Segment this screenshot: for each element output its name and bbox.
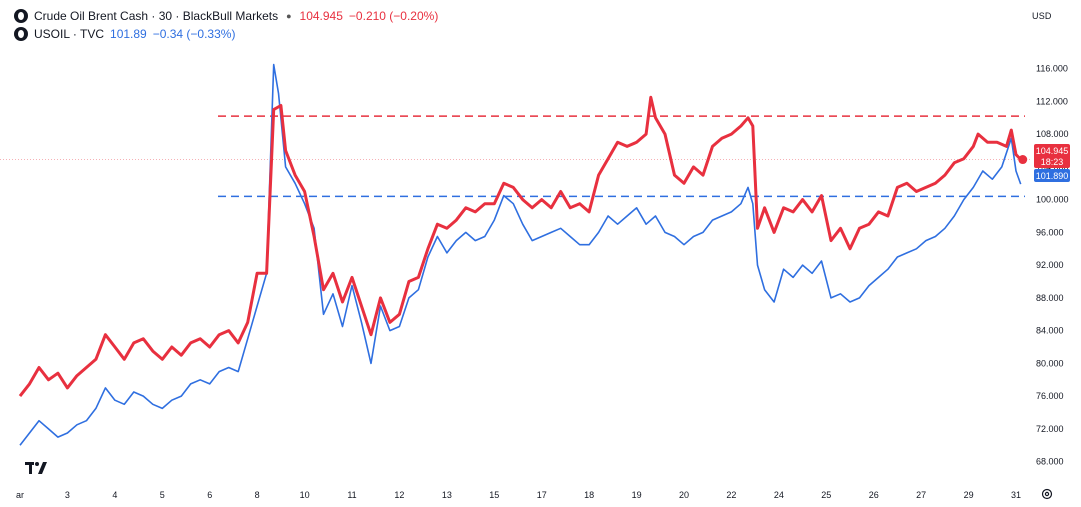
x-tick-label: 13: [442, 490, 452, 500]
series-layer: [18, 63, 1028, 446]
x-tick-label: 3: [65, 490, 70, 500]
x-tick-label: ar: [16, 490, 24, 500]
y-tick-label: 108.000: [1036, 129, 1069, 139]
settings-gear-icon[interactable]: [1041, 488, 1053, 500]
y-tick-label: 100.000: [1036, 195, 1069, 205]
brent-price-line: [18, 95, 1022, 398]
x-tick-label: 25: [821, 490, 831, 500]
brent-countdown-label: 18:23: [1041, 157, 1064, 167]
tradingview-logo-icon[interactable]: [25, 462, 47, 474]
y-tick-label: 72.000: [1036, 424, 1064, 434]
y-tick-label: 76.000: [1036, 391, 1064, 401]
x-tick-label: 29: [964, 490, 974, 500]
x-tick-label: 22: [726, 490, 736, 500]
currency-selector[interactable]: USD: [1032, 11, 1052, 21]
x-tick-label: 26: [869, 490, 879, 500]
legend-brent-change: −0.210 (−0.20%): [348, 9, 439, 23]
x-tick-label: 24: [774, 490, 784, 500]
symbol-logo-icon: [14, 9, 28, 23]
brent-price-tag: [1034, 144, 1070, 168]
price-tags: 104.945 18:23 101.890: [1034, 144, 1070, 182]
usoil-price-line: [19, 63, 1022, 446]
x-tick-label: 12: [394, 490, 404, 500]
x-tick-label: 10: [300, 490, 310, 500]
x-tick-label: 17: [537, 490, 547, 500]
brent-price-label: 104.945: [1036, 146, 1069, 156]
x-tick-label: 18: [584, 490, 594, 500]
y-tick-label: 80.000: [1036, 358, 1064, 368]
y-tick-label: 96.000: [1036, 227, 1064, 237]
brent-last-point-marker: [1018, 155, 1028, 165]
legend-brent-name: Crude Oil Brent Cash · 30 · BlackBull Ma…: [34, 9, 279, 23]
usoil-price-label: 101.890: [1036, 171, 1069, 181]
time-axis[interactable]: ar 3 4 5 6 8 10 11 12 13 15 17 18 19 20 22 24 25 26 27 29 31: [16, 490, 1021, 500]
x-tick-label: 8: [255, 490, 260, 500]
legend-row-brent[interactable]: Crude Oil Brent Cash · 30 · BlackBull Ma…: [14, 9, 438, 23]
legend-brent-last: 104.945: [299, 9, 343, 23]
y-tick-label: 68.000: [1036, 457, 1064, 467]
y-tick-label: 92.000: [1036, 260, 1064, 270]
legend-usoil-name: USOIL · TVC: [34, 27, 105, 41]
price-axis[interactable]: 68.000 72.000 76.000 80.000 84.000 88.000 92.0…: [1036, 64, 1069, 467]
x-tick-label: 5: [160, 490, 165, 500]
symbol-logo-icon: [14, 27, 28, 41]
x-tick-label: 11: [347, 490, 356, 500]
y-tick-label: 84.000: [1036, 326, 1064, 336]
legend-usoil-change: −0.34 (−0.33%): [152, 27, 236, 41]
horizontal-levels: [0, 115, 1030, 198]
x-tick-label: 19: [632, 490, 642, 500]
y-tick-label: 88.000: [1036, 293, 1064, 303]
x-tick-label: 6: [207, 490, 212, 500]
x-tick-label: 15: [489, 490, 499, 500]
market-status-icon: ●: [286, 11, 292, 21]
usoil-price-tag: [1034, 169, 1070, 182]
legend-row-usoil[interactable]: USOIL · TVC 101.89 −0.34 (−0.33%): [14, 27, 235, 41]
legend-usoil-last: 101.89: [110, 27, 147, 41]
x-tick-label: 4: [112, 490, 117, 500]
x-tick-label: 20: [679, 490, 689, 500]
x-tick-label: 31: [1011, 490, 1021, 500]
y-tick-label: 116.000: [1036, 64, 1068, 74]
x-tick-label: 27: [916, 490, 926, 500]
y-tick-label: 112.000: [1036, 96, 1068, 106]
